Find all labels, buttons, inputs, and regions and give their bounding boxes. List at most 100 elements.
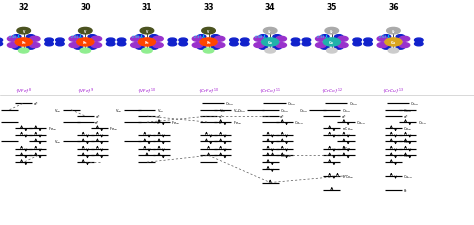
Text: σ*: σ* <box>219 115 223 119</box>
Circle shape <box>12 46 21 50</box>
Circle shape <box>77 39 94 47</box>
Circle shape <box>382 46 391 50</box>
Text: {CrFe}$^{10}$: {CrFe}$^{10}$ <box>198 86 219 96</box>
Circle shape <box>353 43 362 47</box>
Text: Cr: Cr <box>392 29 395 34</box>
Text: 2.01 Å: 2.01 Å <box>71 35 81 39</box>
Circle shape <box>292 39 300 43</box>
Circle shape <box>399 37 410 42</box>
Circle shape <box>302 39 310 43</box>
Circle shape <box>18 49 29 54</box>
Circle shape <box>353 39 362 43</box>
Text: 31: 31 <box>142 3 152 12</box>
Circle shape <box>230 39 238 43</box>
Circle shape <box>265 49 275 54</box>
Circle shape <box>273 46 282 50</box>
Circle shape <box>131 43 141 48</box>
Text: π·Co$_{3d}$: π·Co$_{3d}$ <box>342 145 354 153</box>
Circle shape <box>107 39 115 43</box>
Text: σ*: σ* <box>403 115 408 119</box>
Circle shape <box>74 46 82 50</box>
Text: Fe$_{3d}$: Fe$_{3d}$ <box>109 125 119 133</box>
Text: Co$_{3d}$: Co$_{3d}$ <box>403 125 413 133</box>
Text: Co$_{3d}$: Co$_{3d}$ <box>403 138 413 146</box>
Circle shape <box>399 43 410 48</box>
Circle shape <box>197 36 206 40</box>
Circle shape <box>131 37 141 42</box>
Circle shape <box>254 43 264 48</box>
Circle shape <box>69 37 80 42</box>
Circle shape <box>259 46 267 50</box>
Circle shape <box>302 43 310 47</box>
Text: 2.37 Å: 2.37 Å <box>194 35 204 39</box>
Circle shape <box>388 49 399 54</box>
Text: π*: π* <box>95 121 100 125</box>
Circle shape <box>335 36 343 40</box>
Circle shape <box>197 46 206 50</box>
Circle shape <box>202 28 215 35</box>
Text: σ*: σ* <box>34 101 38 106</box>
Circle shape <box>415 39 423 43</box>
Circle shape <box>88 46 97 50</box>
Circle shape <box>240 43 249 47</box>
Circle shape <box>325 28 338 35</box>
Circle shape <box>396 46 405 50</box>
Circle shape <box>179 43 187 47</box>
Circle shape <box>259 36 267 40</box>
Circle shape <box>138 39 155 47</box>
Circle shape <box>168 43 177 47</box>
Text: {VFe}$^{10}$: {VFe}$^{10}$ <box>137 86 157 96</box>
Circle shape <box>150 46 158 50</box>
Circle shape <box>91 43 101 48</box>
Text: Cr$_{dd}$: Cr$_{dd}$ <box>237 106 246 114</box>
Text: Co: Co <box>268 41 273 45</box>
Circle shape <box>179 39 187 43</box>
Text: σ*: σ* <box>342 115 346 119</box>
Circle shape <box>387 28 400 35</box>
Text: V: V <box>146 29 148 34</box>
Circle shape <box>15 39 32 47</box>
Text: 2.46 Å: 2.46 Å <box>9 35 19 39</box>
Circle shape <box>29 43 40 48</box>
Text: Fe: Fe <box>206 41 211 45</box>
Circle shape <box>214 37 225 42</box>
Circle shape <box>79 28 92 35</box>
Text: 35: 35 <box>327 3 337 12</box>
Text: {CrCo}$^{11}$: {CrCo}$^{11}$ <box>259 86 281 96</box>
Text: V$_{dd}$: V$_{dd}$ <box>219 106 226 114</box>
Text: 36: 36 <box>388 3 399 12</box>
Circle shape <box>45 39 54 43</box>
Text: Co$_{3d}$: Co$_{3d}$ <box>356 119 365 126</box>
Circle shape <box>55 39 64 43</box>
Text: π*: π* <box>219 121 223 125</box>
Circle shape <box>117 39 126 43</box>
Circle shape <box>230 43 238 47</box>
Circle shape <box>377 37 388 42</box>
Text: Cu$_{3d}$: Cu$_{3d}$ <box>403 172 413 180</box>
Text: V: V <box>84 29 87 34</box>
Circle shape <box>27 46 35 50</box>
Text: {CrCo}$^{12}$: {CrCo}$^{12}$ <box>321 86 343 96</box>
Circle shape <box>364 39 372 43</box>
Circle shape <box>80 49 91 54</box>
Circle shape <box>0 43 2 47</box>
Text: σ*: σ* <box>280 115 284 119</box>
Text: {VFe}$^9$: {VFe}$^9$ <box>76 86 94 96</box>
Text: 2.33 Å: 2.33 Å <box>317 35 328 39</box>
Text: V: V <box>22 29 25 34</box>
Circle shape <box>74 36 82 40</box>
Circle shape <box>337 37 348 42</box>
Circle shape <box>396 36 405 40</box>
Text: Cu: Cu <box>391 41 396 45</box>
Circle shape <box>200 39 217 47</box>
Circle shape <box>320 36 329 40</box>
Text: 2.68 Å: 2.68 Å <box>255 35 266 39</box>
Text: Co: Co <box>329 41 334 45</box>
Circle shape <box>292 43 300 47</box>
Text: σ*: σ* <box>157 115 161 119</box>
Circle shape <box>323 39 340 47</box>
Text: Cr: Cr <box>268 29 272 34</box>
Circle shape <box>117 43 126 47</box>
Circle shape <box>69 43 80 48</box>
Circle shape <box>385 39 402 47</box>
